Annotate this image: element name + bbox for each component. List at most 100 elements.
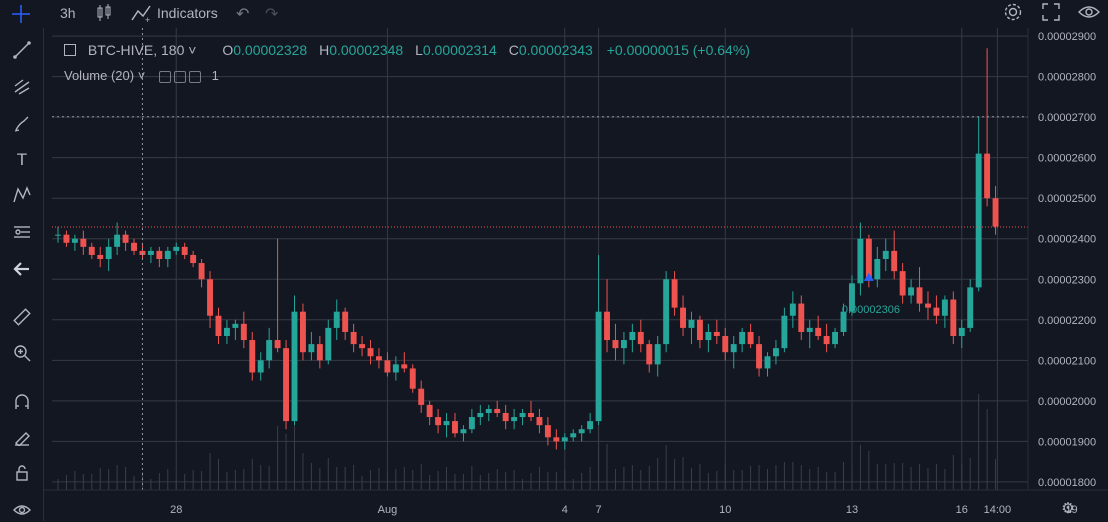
volume-bar xyxy=(251,459,253,490)
volume-bar xyxy=(234,470,236,490)
candle-body xyxy=(502,413,509,422)
candle-body xyxy=(88,246,95,255)
price-tick-label: 0.00002100 xyxy=(1038,355,1096,367)
price-tick-label: 0.00002200 xyxy=(1038,315,1096,327)
candle-body xyxy=(612,340,619,349)
volume-label[interactable]: Volume (20) xyxy=(64,68,135,83)
candle-body xyxy=(553,437,560,442)
volume-bar xyxy=(893,463,895,490)
lock-drawings-icon[interactable] xyxy=(10,425,34,449)
crosshair-icon[interactable] xyxy=(12,4,32,24)
volume-bar xyxy=(792,462,794,490)
back-arrow-icon[interactable] xyxy=(10,257,34,281)
time-tick-label: 10 xyxy=(719,504,731,516)
candle-body xyxy=(367,348,374,357)
candle-body xyxy=(950,299,957,336)
volume-bar xyxy=(429,475,431,490)
time-tick-label: 13 xyxy=(846,504,858,516)
volume-bar xyxy=(192,470,194,490)
axis-settings-icon: ⚙ xyxy=(1061,499,1074,517)
volume-bar xyxy=(843,462,845,490)
candle-body xyxy=(561,437,568,442)
volume-bar xyxy=(952,455,954,490)
candle-body xyxy=(359,344,366,349)
magnet-icon[interactable] xyxy=(10,390,34,414)
volume-bar xyxy=(471,466,473,490)
volume-bar xyxy=(538,467,540,490)
time-tick-label: 28 xyxy=(170,504,182,516)
volume-bar xyxy=(614,469,616,490)
trend-line-icon[interactable] xyxy=(10,38,34,62)
volume-bar xyxy=(158,473,160,490)
time-tick-label: 19 xyxy=(1065,504,1077,516)
volume-bar xyxy=(522,479,524,490)
candle-body xyxy=(190,254,197,264)
candle-body xyxy=(874,259,881,280)
close-label: C xyxy=(508,42,519,58)
fullscreen-icon[interactable] xyxy=(1042,3,1060,21)
volume-bar xyxy=(648,466,650,490)
fib-tool-icon[interactable] xyxy=(10,75,34,99)
volume-bar xyxy=(868,451,870,490)
candle-body xyxy=(350,331,357,345)
candle-body xyxy=(376,356,382,361)
prediction-icon[interactable] xyxy=(10,220,34,244)
price-axis[interactable]: 0.00002900 0.00002800 0.00002700 0.00002600… xyxy=(1027,28,1108,521)
candle-body xyxy=(519,413,526,418)
brush-icon[interactable] xyxy=(10,112,34,136)
candle-body xyxy=(139,250,146,255)
volume-bars xyxy=(57,394,997,490)
volume-chevron-icon[interactable]: ˅ xyxy=(137,68,146,83)
indicators-button[interactable]: + Indicators xyxy=(131,3,218,23)
grid xyxy=(52,28,1073,490)
volume-hide-icon[interactable] xyxy=(173,70,186,83)
volume-bar xyxy=(885,464,887,490)
price-tick-label: 0.00002800 xyxy=(1038,72,1096,84)
candles-icon[interactable] xyxy=(96,4,112,22)
volume-bar xyxy=(961,463,963,490)
eye-icon[interactable] xyxy=(1078,4,1100,20)
collapse-icon[interactable] xyxy=(64,44,76,56)
candle-body xyxy=(789,303,796,316)
volume-bar xyxy=(530,473,532,490)
settings-icon[interactable] xyxy=(1003,2,1023,22)
candle-body xyxy=(696,319,703,341)
volume-settings-icon[interactable] xyxy=(158,70,171,83)
undo-icon[interactable]: ↶ xyxy=(236,6,250,23)
price-chart[interactable]: - 0.0000270124 Jul '20 23:00- 0.00002429… xyxy=(44,28,1108,521)
candle-body xyxy=(198,263,205,280)
candle-body xyxy=(815,327,822,336)
volume-bar xyxy=(724,463,726,490)
candle-body xyxy=(147,250,154,255)
candle-body xyxy=(882,250,889,259)
candle-body xyxy=(426,404,433,418)
volume-bar xyxy=(800,465,802,490)
time-axis[interactable]: 28 Aug 4 7 10 13 16 19 14:00 ⚙ xyxy=(44,489,1108,521)
candle-body xyxy=(63,234,70,243)
text-tool-icon[interactable]: T xyxy=(16,150,28,169)
ruler-icon[interactable] xyxy=(10,305,34,329)
volume-bar xyxy=(133,476,135,490)
candle-body xyxy=(544,425,551,438)
volume-bar xyxy=(851,465,853,490)
interval-button[interactable]: 3h xyxy=(60,5,76,21)
candle-body xyxy=(654,344,661,365)
zoom-icon[interactable] xyxy=(10,341,34,365)
symbol-legend: BTC-HIVE, 180 ˅ O0.00002328 H0.00002348 … xyxy=(64,42,750,58)
candle-body xyxy=(747,331,754,345)
redo-icon[interactable]: ↷ xyxy=(265,6,279,23)
symbol-name[interactable]: BTC-HIVE, 180 xyxy=(87,42,185,58)
volume-bar xyxy=(462,474,464,490)
candle-body xyxy=(806,327,813,332)
pattern-icon[interactable] xyxy=(10,183,34,207)
candle-body xyxy=(730,344,737,353)
candle-body xyxy=(97,254,104,259)
time-tick-label: 4 xyxy=(562,504,568,516)
lock-icon[interactable] xyxy=(10,461,34,485)
svg-text:+: + xyxy=(145,15,150,23)
candle-body xyxy=(688,319,695,328)
chevron-down-icon[interactable]: ˅ xyxy=(188,42,197,58)
visibility-icon[interactable] xyxy=(10,498,34,522)
open-label: O xyxy=(222,42,234,58)
volume-close-icon[interactable] xyxy=(188,70,201,83)
